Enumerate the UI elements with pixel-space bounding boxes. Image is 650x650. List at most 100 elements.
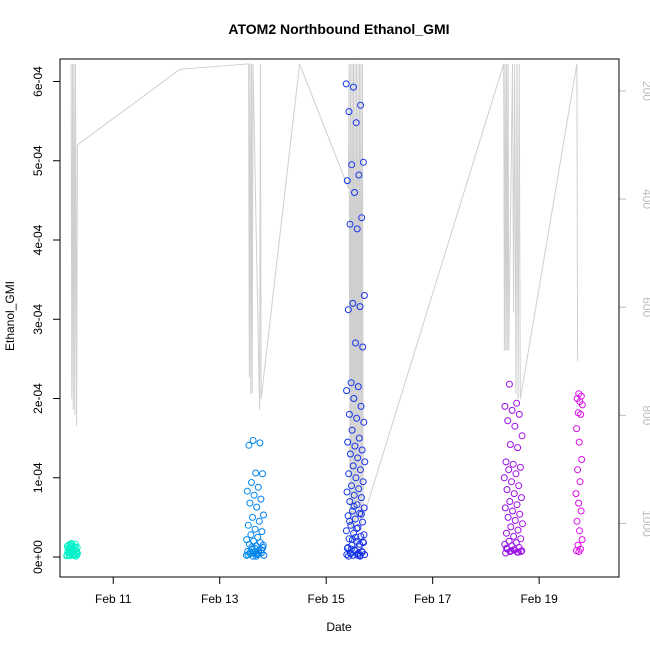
data-point bbox=[349, 507, 356, 515]
data-point bbox=[345, 552, 352, 560]
plot-frame bbox=[59, 58, 620, 578]
data-point bbox=[502, 529, 510, 537]
data-point bbox=[254, 483, 262, 491]
secondary-series-layer bbox=[70, 63, 579, 535]
data-point bbox=[254, 533, 262, 541]
data-point bbox=[517, 535, 525, 543]
data-point bbox=[576, 478, 584, 486]
data-point bbox=[508, 478, 515, 486]
data-point bbox=[352, 339, 359, 347]
data-point bbox=[346, 220, 354, 228]
data-point bbox=[359, 538, 367, 546]
data-point bbox=[350, 502, 358, 510]
secondary-series-line bbox=[70, 63, 579, 535]
data-point bbox=[515, 482, 523, 490]
data-point bbox=[510, 490, 518, 498]
data-point bbox=[360, 531, 368, 539]
data-point bbox=[73, 551, 81, 559]
data-point bbox=[352, 533, 360, 541]
data-point bbox=[573, 425, 581, 433]
data-point bbox=[515, 410, 523, 418]
data-point bbox=[505, 466, 513, 474]
y-tick-label: 6e-04 bbox=[31, 66, 45, 97]
x-tick-label: Feb 17 bbox=[414, 592, 452, 606]
data-point bbox=[513, 399, 521, 407]
data-point bbox=[347, 379, 355, 387]
data-point bbox=[578, 536, 586, 544]
axes-layer: Feb 11 Feb 13 Feb 15 Feb 17 Feb 19 0e+00 1e-04… bbox=[31, 66, 650, 606]
data-point bbox=[345, 108, 353, 116]
data-point bbox=[67, 542, 75, 549]
data-point bbox=[252, 552, 260, 560]
data-point bbox=[578, 456, 586, 463]
data-point bbox=[344, 438, 352, 446]
data-point bbox=[504, 513, 512, 521]
data-point bbox=[507, 547, 515, 555]
data-point bbox=[357, 494, 365, 502]
y2-tick-label: 200 bbox=[640, 81, 650, 101]
points-layer bbox=[63, 80, 586, 560]
data-point bbox=[243, 487, 251, 495]
data-point bbox=[342, 80, 350, 88]
data-point bbox=[343, 488, 351, 496]
y-tick-label: 0e+00 bbox=[31, 540, 45, 574]
y2-tick-label: 600 bbox=[640, 297, 650, 317]
data-point bbox=[574, 409, 582, 417]
data-point bbox=[250, 491, 258, 499]
data-point bbox=[505, 537, 513, 545]
data-point bbox=[251, 525, 259, 533]
data-point bbox=[348, 161, 356, 169]
data-point bbox=[351, 189, 358, 196]
data-point bbox=[514, 444, 522, 452]
data-point bbox=[514, 548, 522, 556]
data-point bbox=[359, 343, 367, 351]
data-point bbox=[514, 526, 522, 534]
x-axis-label: Date bbox=[326, 620, 352, 634]
data-point bbox=[575, 499, 583, 507]
data-point bbox=[355, 171, 363, 179]
data-point bbox=[259, 541, 267, 549]
x-tick-label: Feb 11 bbox=[95, 592, 132, 606]
data-point bbox=[244, 521, 252, 529]
y-tick-label: 2e-04 bbox=[31, 383, 45, 414]
data-point bbox=[509, 460, 517, 468]
data-point bbox=[357, 402, 365, 410]
chart-title: ATOM2 Northbound Ethanol_GMI bbox=[228, 21, 449, 37]
data-point bbox=[358, 446, 366, 454]
data-point bbox=[505, 380, 513, 388]
y2-tick-label: 800 bbox=[640, 405, 650, 425]
data-point bbox=[352, 474, 360, 482]
data-point bbox=[260, 511, 267, 519]
data-point bbox=[356, 551, 364, 559]
data-point bbox=[352, 119, 360, 127]
data-point bbox=[574, 541, 582, 549]
data-point bbox=[572, 490, 580, 498]
y-tick-label: 5e-04 bbox=[31, 145, 45, 176]
data-point bbox=[513, 501, 521, 509]
data-point bbox=[358, 214, 366, 222]
data-point bbox=[343, 177, 351, 185]
data-point bbox=[355, 434, 363, 442]
data-point bbox=[347, 521, 355, 529]
data-point bbox=[349, 83, 357, 91]
y2-tick-label: 1000 bbox=[640, 510, 650, 537]
data-point bbox=[258, 528, 266, 536]
data-point bbox=[350, 491, 358, 499]
data-point bbox=[347, 545, 355, 553]
data-point bbox=[346, 498, 354, 505]
data-point bbox=[517, 548, 525, 555]
data-point bbox=[68, 540, 76, 548]
data-point bbox=[247, 531, 255, 539]
data-point bbox=[353, 225, 361, 233]
data-point bbox=[507, 523, 515, 531]
data-point bbox=[351, 442, 359, 450]
data-point bbox=[577, 507, 585, 515]
data-point bbox=[359, 478, 367, 486]
data-point bbox=[257, 495, 265, 503]
data-point bbox=[576, 527, 583, 535]
data-point bbox=[500, 474, 508, 482]
data-point bbox=[350, 395, 358, 402]
data-point bbox=[573, 517, 581, 525]
data-point bbox=[256, 439, 264, 447]
data-point bbox=[510, 532, 518, 540]
